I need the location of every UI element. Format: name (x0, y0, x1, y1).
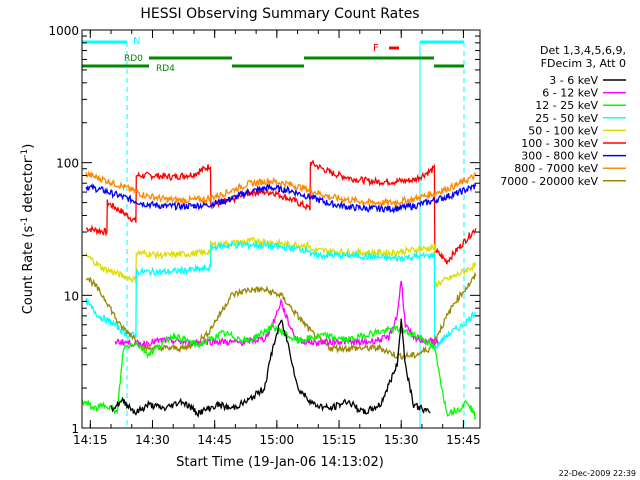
axis-layer: 14:15 14:30 14:45 15:00 15:15 15:30 15:45 1 10 10… (48, 24, 480, 447)
legend-label-6: 300 - 800 keV (521, 150, 598, 163)
series-line-4 (85, 240, 477, 351)
y-axis-label-sup1: -1 (20, 217, 30, 226)
legend-header-1: Det 1,3,4,5,6,9, (540, 44, 626, 57)
y-axis-label-end: ) (21, 144, 36, 149)
plot-frame (81, 29, 481, 429)
legend-label-0: 3 - 6 keV (549, 74, 598, 87)
series-layer (82, 159, 477, 421)
observing-annotations: N F RD0 RD4 (82, 36, 465, 428)
y-tick-label-2: 100 (56, 157, 79, 171)
y-tick-label-0: 1 (71, 422, 79, 436)
legend-label-4: 50 - 100 keV (528, 124, 598, 137)
series-line-2 (85, 170, 477, 208)
x-tick-label-3: 15:00 (260, 433, 295, 447)
x-tick-label-4: 15:15 (322, 433, 357, 447)
legend-label-2: 12 - 25 keV (535, 99, 598, 112)
y-axis-label-sup2: -1 (20, 149, 30, 158)
y-axis-label-main: Count Rate (s (21, 226, 36, 315)
night-label: N (133, 36, 140, 47)
series-line-3 (85, 236, 477, 289)
legend-label-7: 800 - 7000 keV (514, 162, 598, 175)
x-tick-label-5: 15:30 (384, 433, 419, 447)
legend-header-2: FDecim 3, Att 0 (541, 57, 626, 70)
x-tick-label-2: 14:45 (197, 433, 232, 447)
flare-label: F (373, 43, 379, 54)
series-line-5 (85, 271, 477, 361)
legend-label-3: 25 - 50 keV (535, 112, 598, 125)
legend-label-1: 6 - 12 keV (542, 87, 598, 100)
y-axis-label-mid: detector (21, 157, 36, 217)
series-line-0 (85, 159, 477, 265)
y-tick-label-3: 1000 (48, 24, 79, 38)
y-tick-label-1: 10 (64, 289, 79, 303)
x-tick-label-0: 14:15 (73, 433, 108, 447)
x-tick-label-6: 15:45 (446, 433, 481, 447)
y-axis-label: Count Rate (s-1 detector-1) (20, 144, 36, 315)
rd0-label: RD0 (124, 54, 143, 64)
rd4-label: RD4 (156, 64, 175, 74)
legend-label-8: 7000 - 20000 keV (500, 175, 598, 188)
footer-date: 22-Dec-2009 22:39 (559, 469, 636, 478)
legend-label-5: 100 - 300 keV (521, 137, 598, 150)
series-line-6 (114, 280, 439, 349)
legend: Det 1,3,4,5,6,9, FDecim 3, Att 0 3 - 6 k… (500, 44, 626, 188)
chart-title: HESSI Observing Summary Count Rates (140, 6, 419, 22)
x-tick-label-1: 14:30 (135, 433, 170, 447)
series-line-8 (110, 318, 431, 418)
x-axis-label: Start Time (19-Jan-06 14:13:02) (176, 455, 384, 470)
